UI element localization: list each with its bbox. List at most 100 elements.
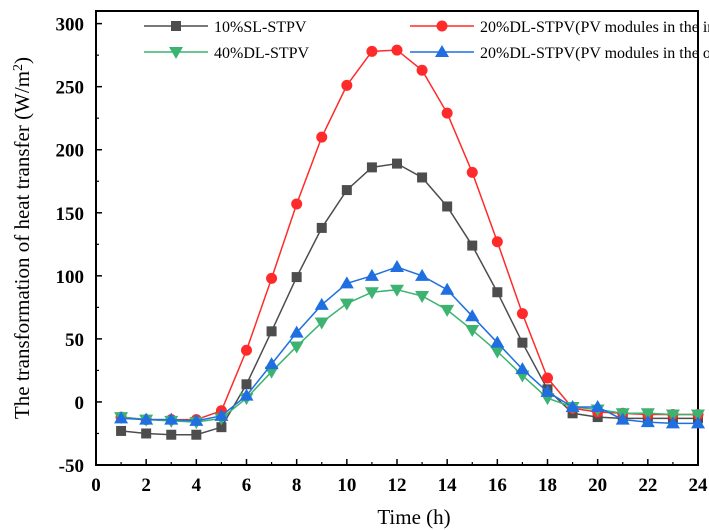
data-point	[166, 429, 177, 440]
y-axis-title-main: The transformation of heat transfer (W/m	[10, 71, 34, 419]
y-tick-label: 0	[75, 393, 85, 414]
data-point	[691, 409, 705, 422]
x-tick-label: 14	[438, 475, 458, 496]
data-point	[417, 172, 428, 183]
x-tick-label: 16	[488, 475, 507, 496]
data-point	[691, 416, 705, 429]
data-point	[264, 357, 279, 370]
y-tick-label: 200	[56, 141, 85, 162]
data-point	[415, 268, 430, 281]
y-tick-label: 300	[56, 15, 85, 36]
data-point	[241, 379, 252, 390]
data-point	[392, 158, 402, 169]
legend-item: 40%DL-STPV	[144, 45, 310, 62]
data-point	[241, 344, 252, 356]
data-point	[492, 287, 503, 298]
plot-frame	[95, 10, 699, 466]
legend-marker	[435, 45, 449, 57]
data-point	[291, 198, 303, 210]
series-line	[121, 266, 698, 425]
x-tick-label: 4	[192, 475, 202, 496]
legend-label: 20%DL-STPV(PV modules in the inside)	[480, 19, 709, 36]
y-tick-label: 50	[65, 330, 84, 351]
data-point	[341, 79, 353, 91]
data-point	[465, 309, 480, 322]
data-point	[266, 326, 277, 337]
data-point	[491, 236, 503, 248]
x-tick-label: 6	[242, 475, 252, 496]
data-point	[214, 408, 229, 421]
data-point	[467, 240, 478, 251]
data-point	[364, 268, 379, 281]
data-point	[366, 45, 378, 57]
series-line	[121, 288, 698, 423]
data-point	[640, 415, 655, 428]
data-point	[516, 308, 528, 320]
data-point	[542, 372, 553, 384]
data-point	[139, 412, 154, 425]
y-axis-title-superscript: 2	[11, 64, 26, 71]
data-point	[665, 416, 680, 429]
data-point	[339, 276, 354, 289]
data-point	[565, 399, 580, 412]
data-point	[540, 384, 555, 397]
data-point	[441, 107, 453, 119]
data-point	[291, 272, 302, 283]
y-tick-label: -50	[59, 456, 84, 477]
data-point	[440, 304, 455, 317]
data-point	[416, 64, 428, 76]
legend-label: 10%SL-STPV	[214, 19, 307, 36]
data-point	[239, 388, 254, 401]
data-point	[615, 412, 630, 425]
data-point	[440, 282, 455, 295]
data-point	[465, 325, 480, 338]
data-point	[517, 337, 528, 348]
data-point	[216, 422, 227, 433]
legend-marker	[169, 47, 183, 59]
series-line	[121, 49, 698, 421]
data-point	[114, 411, 129, 424]
legend-label: 20%DL-STPV(PV modules in the outside)	[480, 45, 709, 62]
series-3	[114, 284, 705, 430]
legend-marker	[436, 20, 448, 32]
data-point	[289, 325, 304, 338]
series-4	[114, 260, 705, 429]
x-tick-label: 18	[538, 475, 557, 496]
legend-marker	[171, 21, 181, 31]
data-point	[289, 341, 304, 354]
series-2	[115, 44, 704, 426]
y-tick-label: 100	[56, 267, 85, 288]
legend-item: 10%SL-STPV	[144, 19, 307, 36]
data-point	[490, 346, 505, 359]
data-point	[391, 44, 403, 56]
series-group	[114, 44, 705, 440]
data-point	[415, 291, 430, 304]
data-point	[164, 412, 179, 425]
data-point	[266, 272, 278, 284]
data-point	[390, 260, 404, 273]
data-point	[390, 284, 404, 297]
legend-item: 20%DL-STPV(PV modules in the outside)	[410, 45, 709, 62]
axis-ticks: 0 2 4 6 8 10 12 14 16 18 20 22 24-500501001502002503…	[56, 15, 709, 496]
legend: 10%SL-STPV 20%DL-STPV(PV modules in the i…	[144, 19, 709, 62]
data-point	[314, 317, 329, 330]
data-point	[316, 222, 327, 233]
legend-item: 20%DL-STPV(PV modules in the inside)	[410, 19, 709, 36]
x-tick-label: 22	[638, 475, 657, 496]
x-axis-title: Time (h)	[377, 505, 450, 529]
data-point	[364, 287, 379, 300]
series-line	[121, 162, 698, 436]
data-point	[590, 399, 605, 412]
plot-area: 0 2 4 6 8 10 12 14 16 18 20 22 24-500501001502002503…	[56, 10, 709, 496]
data-point	[189, 413, 204, 426]
x-tick-label: 20	[588, 475, 607, 496]
data-point	[314, 297, 329, 310]
data-point	[515, 362, 530, 375]
data-point	[442, 201, 453, 212]
data-point	[640, 408, 655, 421]
x-tick-label: 10	[337, 475, 356, 496]
data-point	[490, 335, 505, 348]
series-1	[116, 158, 703, 440]
legend-label: 40%DL-STPV	[214, 45, 310, 62]
